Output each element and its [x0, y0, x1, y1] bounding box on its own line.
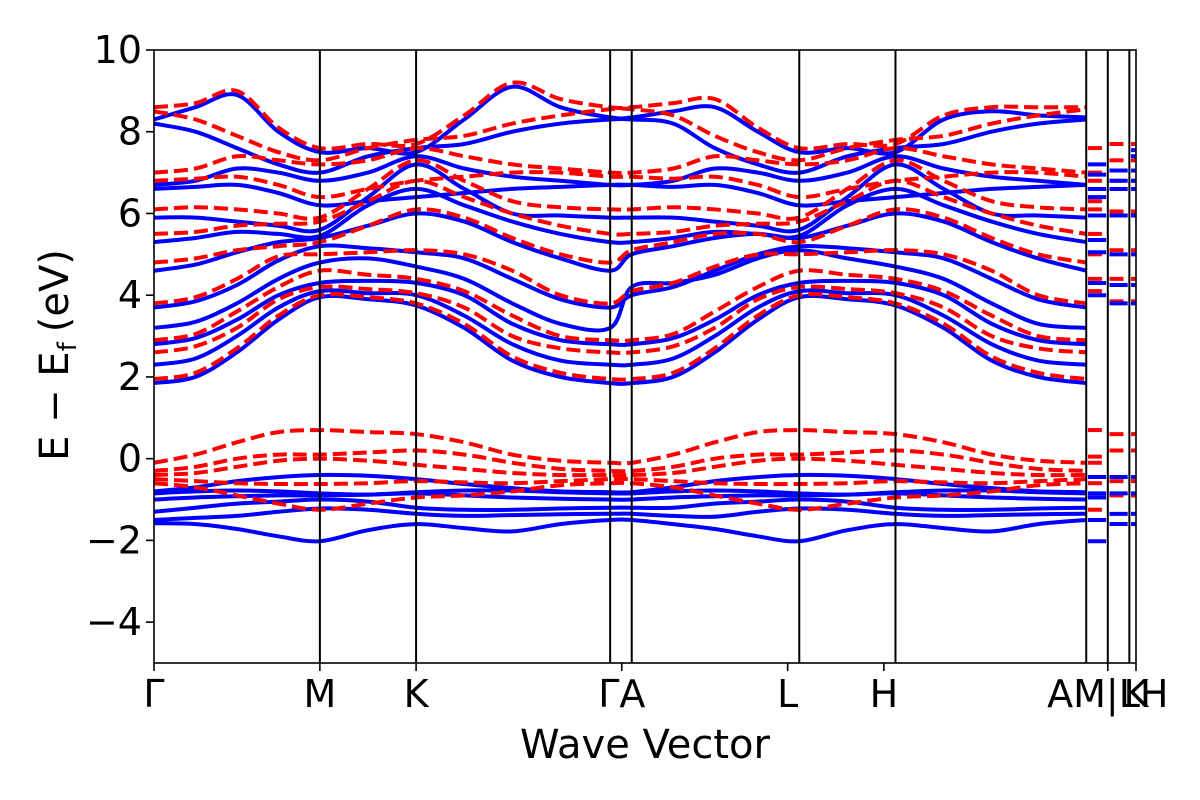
spin-up-band-17: [153, 116, 1087, 175]
y-tick-label: −2: [86, 518, 142, 562]
spin-up-band-12: [153, 211, 1087, 273]
y-tick-label: 10: [94, 28, 142, 72]
spin-down-band-14: [153, 146, 1087, 176]
y-tick-label: 4: [118, 273, 142, 317]
y-axis-label: E − Ef (eV): [32, 249, 83, 461]
y-axis-label-main: E − E: [32, 351, 78, 461]
spin-down-band-5: [153, 428, 1087, 466]
spin-up-band-3: [153, 497, 1087, 514]
end-segment-group-3: [1131, 141, 1136, 527]
spin-down-band-9: [153, 248, 1087, 306]
spin-down-band-11: [153, 178, 1087, 237]
spin-up-band-15: [153, 182, 1087, 208]
x-axis-label: Wave Vector: [520, 722, 771, 768]
bands-layer: [153, 80, 1136, 544]
y-axis-ticks: −4 −2 0 2 4 6 8 10: [86, 28, 154, 644]
spin-down-band-4: [153, 448, 1087, 474]
spin-up-band-2: [153, 506, 1087, 522]
x-tick-label: K: [404, 672, 430, 716]
end-segment-group-2: [1109, 141, 1128, 527]
spin-up-band-11: [153, 243, 1087, 310]
x-tick-label: Γ: [143, 672, 164, 716]
x-tick-label: H: [870, 672, 899, 716]
spin-up-band-7: [153, 293, 1087, 386]
spin-up-band-14: [153, 162, 1087, 234]
spin-up-band-10: [153, 248, 1087, 333]
series-spin-up: [153, 84, 1087, 544]
y-axis-label-unit: (eV): [32, 249, 78, 332]
spin-up-band-4: [153, 491, 1087, 502]
spin-down-band-6: [153, 292, 1087, 382]
spin-down-band-2: [153, 476, 1087, 487]
spin-down-band-3: [153, 456, 1087, 478]
spin-up-band-16: [153, 154, 1087, 188]
x-tick-label: AM|LH: [1047, 672, 1168, 717]
y-tick-label: 0: [118, 437, 142, 481]
y-tick-label: 8: [118, 110, 142, 154]
y-tick-label: 6: [118, 191, 142, 235]
x-tick-label: M: [303, 672, 336, 716]
x-tick-label: K: [1124, 672, 1150, 716]
y-tick-label: 2: [118, 355, 142, 399]
x-tick-label: L: [777, 672, 798, 716]
end-segment-group-1: [1087, 146, 1107, 544]
spin-down-band-7: [153, 284, 1087, 356]
y-tick-label: −4: [86, 600, 142, 644]
spin-up-band-8: [153, 288, 1087, 368]
y-axis-label-subscript: f: [53, 341, 83, 351]
spin-down-band-10: [153, 207, 1087, 265]
x-tick-label: ΓA: [598, 672, 645, 716]
spin-down-band-13: [153, 170, 1087, 200]
x-axis-ticks: Γ M K ΓA L H AM|LHK: [143, 663, 1168, 717]
spin-up-band-1: [153, 517, 1087, 544]
spin-down-band-8: [153, 268, 1087, 343]
series-spin-down: [153, 80, 1087, 512]
plot-frame: [153, 49, 1137, 664]
kpoint-divider-lines: [318, 50, 1131, 663]
spin-down-band-1: [153, 480, 1087, 512]
spin-up-band-9: [153, 278, 1087, 347]
spin-down-band-16: [153, 80, 1087, 151]
spin-down-band-12: [153, 158, 1087, 221]
